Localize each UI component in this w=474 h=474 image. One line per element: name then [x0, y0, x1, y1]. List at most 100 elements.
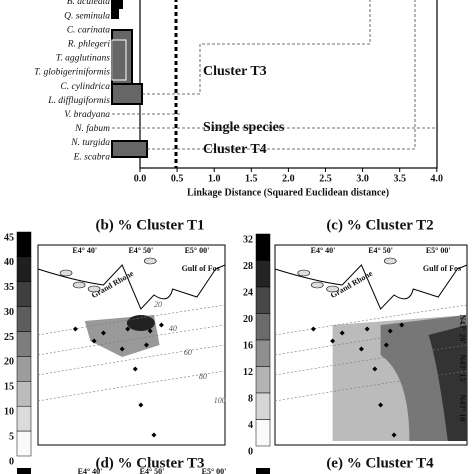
- species-label: N. turgida: [70, 138, 110, 148]
- x-tick-label: 2.5: [319, 173, 332, 184]
- island: [310, 281, 324, 289]
- contour-label: 100: [214, 396, 226, 405]
- colorbar-label: 15: [4, 382, 14, 393]
- cluster-label: Cluster T4: [203, 142, 267, 157]
- colorbar-label: 40: [4, 257, 14, 268]
- station: [72, 326, 78, 332]
- colorbar-cell: [255, 313, 271, 341]
- lon-label: E5° 00': [426, 246, 451, 255]
- colorbar-label: 0: [9, 456, 14, 467]
- x-tick-label: 2.0: [282, 173, 295, 184]
- cluster-label: Cluster T3: [203, 64, 267, 79]
- colorbar-label: 20: [243, 314, 253, 325]
- station: [125, 326, 131, 332]
- colorbar-cell: [255, 233, 271, 261]
- dendrogram-branches: [111, 0, 148, 158]
- station: [143, 342, 149, 348]
- colorbar-label: 10: [4, 407, 14, 418]
- panel-title: (c) % Cluster T2: [326, 217, 433, 233]
- colorbar-cell: [255, 366, 271, 394]
- station: [310, 326, 316, 332]
- colorbar-cell: [255, 260, 271, 288]
- colorbar-cell: [16, 281, 32, 307]
- contour: [274, 344, 468, 376]
- lat-label: N43° 10': [458, 394, 467, 423]
- lat-label: N43° 20': [458, 314, 467, 343]
- coastline: [274, 264, 468, 310]
- station: [151, 432, 157, 438]
- station: [364, 326, 370, 332]
- x-tick-label: 1.0: [208, 173, 221, 184]
- species-label: B. aculeata: [67, 0, 111, 7]
- distribution-core: [428, 325, 467, 441]
- island: [297, 269, 311, 277]
- dendrogram-frame: [139, 0, 438, 169]
- colorbar-label: 0: [248, 446, 253, 457]
- colorbar-label: 35: [4, 282, 14, 293]
- distribution-core: [126, 315, 155, 331]
- station: [119, 346, 125, 352]
- x-tick-label: 3.5: [393, 173, 406, 184]
- station: [91, 338, 97, 344]
- cluster-label: Single species: [203, 120, 285, 135]
- island: [87, 285, 101, 293]
- species-label: N. fabum: [74, 123, 110, 134]
- station: [330, 338, 336, 344]
- x-axis-title: Linkage Distance (Squared Euclidean dist…: [187, 187, 389, 198]
- station: [358, 346, 364, 352]
- colorbar-cell: [255, 419, 271, 447]
- colorbar-cell: [16, 405, 32, 432]
- station: [138, 402, 144, 408]
- x-tick-label: 3.0: [356, 173, 369, 184]
- station: [378, 402, 384, 408]
- contour: [274, 370, 468, 402]
- lon-label: E4° 50': [128, 246, 153, 255]
- x-tick-label: 0.5: [171, 173, 184, 184]
- station: [391, 432, 397, 438]
- panel-title: (b) % Cluster T1: [95, 217, 204, 233]
- island: [326, 285, 339, 293]
- x-tick-label: 1.5: [245, 173, 258, 184]
- colorbar-cell: [16, 256, 32, 283]
- colorbar-label: 4: [248, 420, 253, 431]
- station: [147, 328, 153, 334]
- species-label: R. phlegeri: [67, 39, 111, 49]
- species-label: T. agglutinans: [56, 54, 110, 64]
- colorbar-label: 30: [4, 307, 14, 318]
- station: [132, 366, 138, 372]
- island: [143, 257, 157, 265]
- contour-label: 80: [199, 372, 207, 381]
- lon-label: E4° 40': [72, 246, 97, 255]
- species-label: V. bradyana: [64, 110, 110, 120]
- place-label: Gulf of Fos: [423, 264, 461, 273]
- lon-label: E5° 00': [202, 467, 227, 474]
- species-label: T. globigeriniformis: [34, 67, 110, 78]
- colorbar-top: [256, 468, 270, 474]
- colorbar-cell: [16, 356, 32, 382]
- colorbar-label: 45: [4, 232, 14, 243]
- species-label: E. scabra: [73, 152, 111, 162]
- station: [399, 322, 405, 328]
- colorbar-cell: [16, 381, 32, 407]
- coastline: [37, 264, 226, 310]
- colorbar-cell: [16, 231, 32, 258]
- contour: [274, 324, 468, 356]
- lat-label: N43° 15': [458, 354, 467, 383]
- species-label: Q. seminula: [64, 11, 110, 21]
- lon-label: E5° 00': [185, 246, 210, 255]
- island: [59, 269, 73, 277]
- x-tick-label: 0.0: [134, 173, 147, 184]
- station: [339, 330, 345, 336]
- colorbar-cell: [16, 306, 32, 332]
- island: [72, 281, 86, 289]
- colorbar-label: 16: [243, 340, 253, 351]
- contour: [274, 304, 468, 336]
- colorbar-cell: [255, 392, 271, 420]
- colorbar-label: 25: [4, 332, 14, 343]
- station: [383, 342, 389, 348]
- contour-label: 20: [154, 300, 162, 309]
- station: [158, 322, 164, 328]
